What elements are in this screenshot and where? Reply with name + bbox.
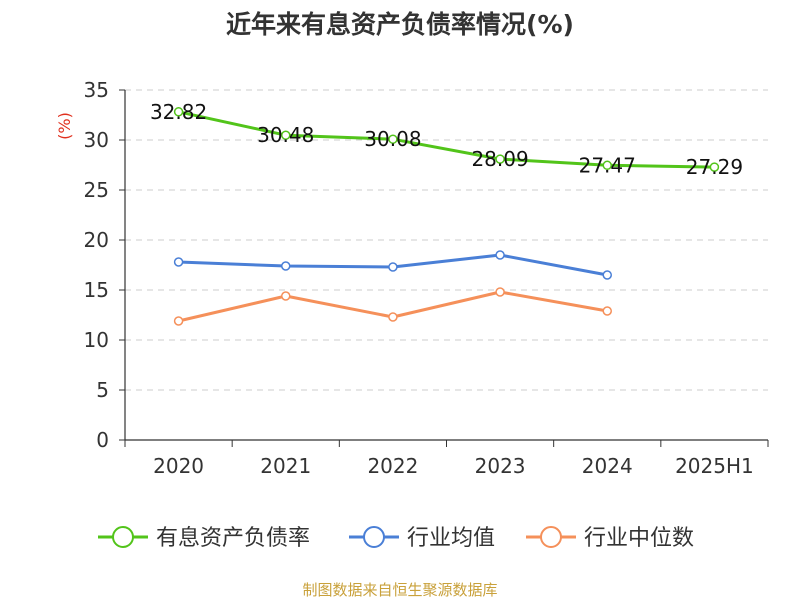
data-labels: 32.82 30.48 30.08 28.09 27.47 27.29 <box>150 100 743 179</box>
chart-title: 近年来有息资产负债率情况(%) <box>226 10 574 39</box>
data-point <box>602 160 612 171</box>
y-tick-label: 25 <box>84 178 109 202</box>
x-tick-label: 2022 <box>367 454 418 478</box>
y-tick-label: 10 <box>84 328 109 352</box>
legend-item: 有息资产负债率 <box>98 526 310 551</box>
data-point <box>495 154 505 164</box>
data-point <box>173 316 184 326</box>
data-point <box>495 287 505 297</box>
axes: 0 5 10 15 20 25 30 35 2020 2021 2022 2023 2024 2025H1 <box>84 78 769 478</box>
data-point <box>388 134 398 144</box>
x-tick-label: 2024 <box>582 454 633 478</box>
data-point <box>173 107 184 117</box>
data-label: 32.82 <box>150 100 207 124</box>
legend: 有息资产负债率 行业均值 行业中位数 <box>98 526 694 551</box>
source-note: 制图数据来自恒生聚源数据库 <box>302 581 497 599</box>
x-tick-label: 2020 <box>153 454 204 478</box>
y-tick-label: 0 <box>96 428 109 452</box>
y-axis-label: (%) <box>55 112 74 140</box>
data-label: 27.29 <box>686 155 743 179</box>
data-point <box>281 261 291 271</box>
data-label: 30.48 <box>257 123 314 147</box>
y-tick-label: 15 <box>84 278 109 302</box>
data-point <box>602 306 612 316</box>
data-point <box>281 130 291 140</box>
legend-label: 行业均值 <box>407 526 495 551</box>
series <box>173 107 720 326</box>
legend-item: 行业中位数 <box>526 526 694 551</box>
x-tick-label: 2023 <box>475 454 526 478</box>
data-point <box>173 257 184 267</box>
data-point <box>281 291 291 301</box>
grid <box>125 89 768 391</box>
y-tick-label: 5 <box>96 378 109 402</box>
legend-label: 有息资产负债率 <box>156 526 310 551</box>
data-point <box>388 312 398 322</box>
y-tick-label: 30 <box>84 128 109 152</box>
legend-label: 行业中位数 <box>584 526 694 551</box>
data-point <box>709 162 720 172</box>
y-tick-label: 20 <box>84 228 109 252</box>
data-label: 27.47 <box>579 153 636 177</box>
data-point <box>388 262 398 272</box>
data-point <box>602 270 612 280</box>
data-label: 30.08 <box>364 127 421 151</box>
x-tick-label: 2025H1 <box>675 454 754 478</box>
legend-marker <box>112 526 134 548</box>
data-point <box>495 250 505 260</box>
legend-marker <box>540 526 562 548</box>
legend-marker <box>363 526 385 548</box>
series-line <box>178 110 715 169</box>
y-tick-label: 35 <box>84 78 109 102</box>
legend-item: 行业均值 <box>349 526 495 551</box>
data-label: 28.09 <box>471 147 528 171</box>
x-tick-label: 2021 <box>260 454 311 478</box>
